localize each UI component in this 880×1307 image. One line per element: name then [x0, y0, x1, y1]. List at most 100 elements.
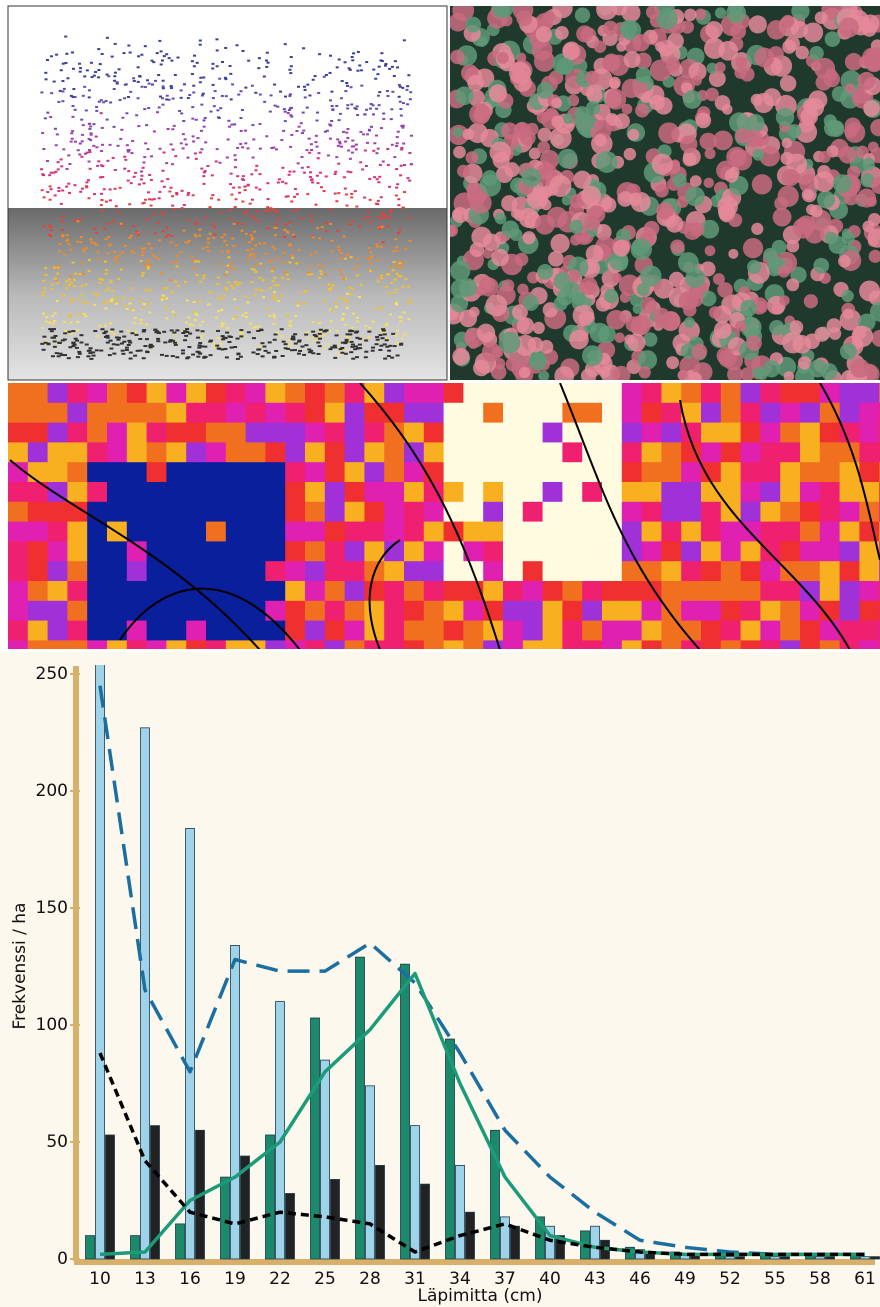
point [70, 141, 73, 143]
point [316, 146, 319, 148]
point [182, 147, 185, 149]
point [396, 136, 399, 138]
point [44, 72, 47, 74]
point [253, 256, 256, 258]
tree-crown [624, 51, 641, 68]
point [261, 279, 264, 281]
point [94, 71, 97, 73]
point [294, 315, 297, 317]
heat-cell [127, 621, 147, 641]
point [257, 325, 260, 327]
x-tick-label: 10 [89, 1269, 111, 1289]
point [81, 262, 84, 264]
point [158, 106, 161, 108]
point [372, 150, 375, 152]
point [366, 133, 369, 135]
heat-cell [721, 601, 741, 621]
heat-cell [701, 403, 721, 423]
point [172, 149, 175, 151]
heat-cell [681, 581, 701, 601]
heat-cell [246, 561, 266, 581]
heat-cell [325, 442, 345, 462]
point [113, 333, 116, 335]
point [401, 127, 404, 129]
ground-point [75, 340, 79, 342]
heat-cell [107, 621, 127, 641]
point [64, 36, 67, 38]
point [408, 302, 411, 304]
heat-cell [562, 561, 582, 581]
point [207, 238, 210, 240]
point [143, 156, 146, 158]
ground-point [300, 346, 304, 348]
heat-cell [681, 601, 701, 621]
point [114, 258, 117, 260]
point [378, 66, 381, 68]
point [377, 148, 380, 150]
point [71, 51, 74, 53]
heat-cell [206, 423, 226, 443]
point [348, 67, 351, 69]
point [238, 192, 241, 194]
heat-cell [305, 482, 325, 502]
point [61, 235, 64, 237]
point [90, 241, 93, 243]
tree-crown [782, 138, 792, 148]
point [403, 164, 406, 166]
point [380, 52, 383, 54]
heat-cell [345, 502, 365, 522]
tree-crown [718, 41, 738, 61]
heat-cell [364, 581, 384, 601]
point [395, 195, 398, 197]
heat-cell [127, 442, 147, 462]
heat-cell [127, 561, 147, 581]
tree-crown [685, 186, 705, 206]
heat-cell [246, 581, 266, 601]
point [105, 289, 108, 291]
tree-crown [582, 345, 603, 366]
point [49, 185, 52, 187]
point [182, 133, 185, 135]
heat-cell [483, 423, 503, 443]
heat-cell [463, 383, 483, 403]
point [182, 120, 185, 122]
point [345, 301, 348, 303]
point [96, 165, 99, 167]
heat-cell [107, 383, 127, 403]
point [107, 287, 110, 289]
heat-cell [444, 383, 464, 403]
point [309, 176, 312, 178]
heat-cell [345, 541, 365, 561]
point [69, 249, 72, 251]
ground-point [223, 348, 227, 350]
tree-crown [867, 196, 877, 206]
point [255, 210, 258, 212]
tree-crown [504, 162, 519, 177]
point [85, 301, 88, 303]
point [219, 212, 222, 214]
point [370, 126, 373, 128]
point [50, 188, 53, 190]
point [242, 50, 245, 52]
point [377, 181, 380, 183]
bar [861, 1257, 870, 1259]
ground-point [225, 356, 229, 358]
heat-cell [780, 462, 800, 482]
point [139, 76, 142, 78]
point [376, 246, 379, 248]
point [284, 223, 287, 225]
point [80, 156, 83, 158]
heat-cell [760, 522, 780, 542]
bar [771, 1257, 780, 1259]
point [337, 192, 340, 194]
tree-crown [575, 8, 590, 23]
point [108, 244, 111, 246]
heat-cell [463, 601, 483, 621]
ground-point [348, 330, 352, 332]
heat-cell [325, 621, 345, 641]
heat-cell [404, 541, 424, 561]
point [378, 91, 381, 93]
ground-point [156, 338, 160, 340]
heat-cell [345, 423, 365, 443]
point [252, 157, 255, 159]
